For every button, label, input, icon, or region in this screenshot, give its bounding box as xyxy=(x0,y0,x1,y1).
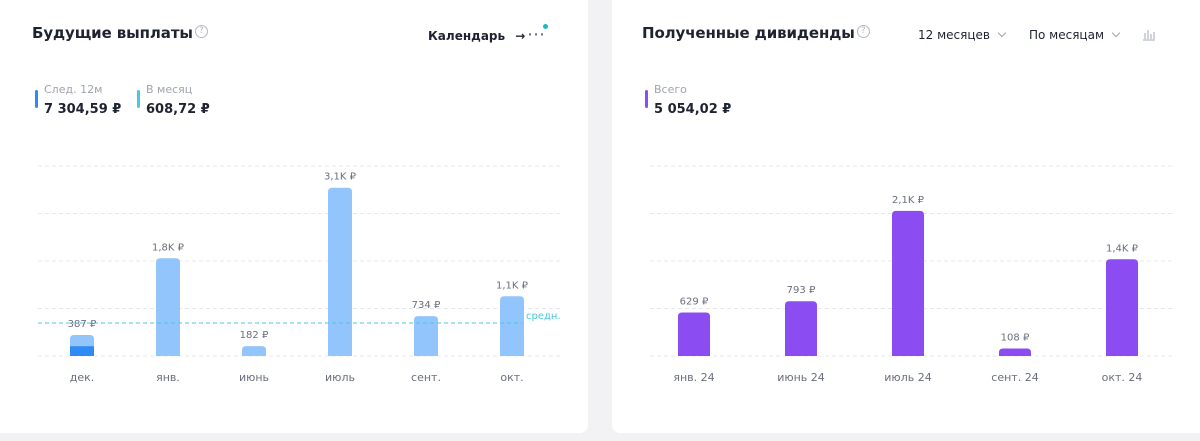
stat-per-month: В месяц 608,72 ₽ xyxy=(137,84,210,117)
x-tick-label: янв. xyxy=(156,371,180,384)
stat-label: В месяц xyxy=(146,83,193,96)
stat-label: След. 12м xyxy=(44,83,103,96)
bar-value-label: 387 ₽ xyxy=(68,319,97,330)
chart-type-button[interactable] xyxy=(1142,27,1156,44)
chart-bar xyxy=(678,312,710,356)
grouping-select[interactable]: По месяцам xyxy=(1029,28,1121,42)
x-tick-label: июнь xyxy=(239,371,269,384)
chart-bar xyxy=(785,301,817,356)
stat-total: Всего 5 054,02 ₽ xyxy=(645,84,731,117)
chart-bar xyxy=(242,346,266,356)
average-label: средн. xyxy=(526,311,561,322)
bar-value-label: 793 ₽ xyxy=(787,285,816,296)
arrow-right-icon: → xyxy=(515,29,526,43)
received-dividends-card: Полученные дивиденды? 12 месяцев По меся… xyxy=(612,0,1200,433)
bar-value-label: 2,1K ₽ xyxy=(892,195,925,206)
future-payments-title: Будущие выплаты? xyxy=(32,24,208,42)
help-icon[interactable]: ? xyxy=(856,25,870,38)
x-tick-label: июнь 24 xyxy=(777,371,825,384)
calendar-label: Календарь xyxy=(428,29,506,43)
chevron-down-icon xyxy=(997,28,1007,38)
chart-bar xyxy=(156,258,180,356)
bar-value-label: 182 ₽ xyxy=(240,330,269,341)
chart-bar xyxy=(328,187,352,356)
x-tick-label: сент. xyxy=(411,371,441,384)
notification-dot-icon xyxy=(543,24,548,29)
more-icon: ⋯ xyxy=(527,24,545,45)
bar-value-label: 1,4K ₽ xyxy=(1106,243,1139,254)
x-tick-label: июль xyxy=(325,371,355,384)
chart-bar xyxy=(999,348,1031,356)
received-dividends-chart: 629 ₽ янв. 24 793 ₽ июнь 24 2,1K ₽ июль 24 108… xyxy=(650,165,1172,384)
received-dividends-title: Полученные дивиденды? xyxy=(642,24,870,42)
x-tick-label: июль 24 xyxy=(884,371,931,384)
bar-value-label: 3,1K ₽ xyxy=(324,172,357,183)
future-payments-chart: 387 ₽ дек. 1,8K ₽ янв. 182 ₽ июнь 3,1K ₽ июль 73… xyxy=(38,165,561,384)
calendar-button[interactable]: Календарь → xyxy=(428,29,525,43)
x-tick-label: окт. 24 xyxy=(1102,371,1143,384)
future-payments-title-text: Будущие выплаты xyxy=(32,24,193,42)
bar-value-label: 1,8K ₽ xyxy=(152,242,185,253)
stat-color-marker xyxy=(645,90,648,108)
stat-color-marker xyxy=(137,90,140,108)
bar-chart-icon xyxy=(1143,30,1155,41)
stat-value: 5 054,02 ₽ xyxy=(654,102,732,117)
stat-value: 608,72 ₽ xyxy=(146,102,210,117)
x-tick-label: дек. xyxy=(70,371,95,384)
stat-next-12m: След. 12м 7 304,59 ₽ xyxy=(35,84,121,117)
bar-value-label: 734 ₽ xyxy=(412,300,441,311)
chart-bar xyxy=(414,316,438,356)
bar-value-label: 629 ₽ xyxy=(680,297,709,308)
stat-label: Всего xyxy=(654,83,687,96)
bar-value-label: 108 ₽ xyxy=(1001,333,1030,344)
chevron-down-icon xyxy=(1111,28,1121,38)
x-tick-label: янв. 24 xyxy=(673,371,714,384)
stat-value: 7 304,59 ₽ xyxy=(44,102,122,117)
more-button[interactable]: ⋯ xyxy=(527,24,548,45)
period-select-value: 12 месяцев xyxy=(918,28,990,42)
chart-bar xyxy=(1106,259,1138,356)
period-select[interactable]: 12 месяцев xyxy=(918,28,1007,42)
chart-bar-paid-part xyxy=(70,346,94,356)
received-dividends-title-text: Полученные дивиденды xyxy=(642,24,855,42)
help-icon[interactable]: ? xyxy=(194,25,208,38)
bar-value-label: 1,1K ₽ xyxy=(496,280,529,291)
chart-bar xyxy=(500,296,524,356)
future-payments-card: Будущие выплаты? Календарь → ⋯ След. 12м… xyxy=(0,0,588,433)
x-tick-label: окт. xyxy=(500,371,523,384)
grouping-select-value: По месяцам xyxy=(1029,28,1105,42)
chart-bar xyxy=(892,210,924,356)
x-tick-label: сент. 24 xyxy=(991,371,1038,384)
stat-color-marker xyxy=(35,90,38,108)
